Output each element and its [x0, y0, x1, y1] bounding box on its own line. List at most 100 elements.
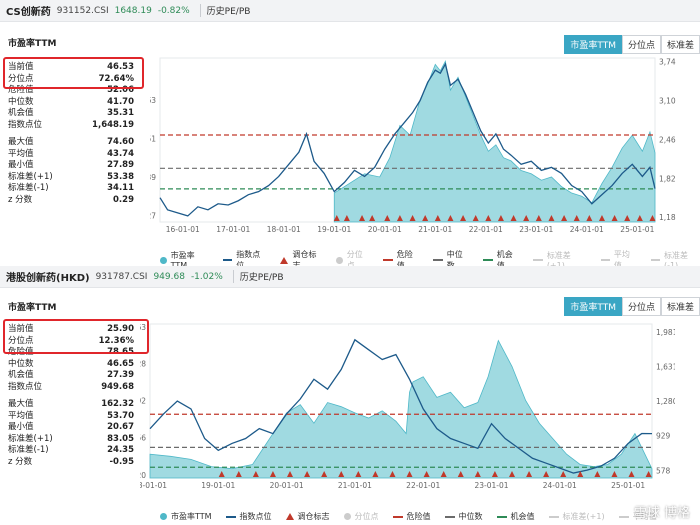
rebalance-marker	[573, 215, 580, 221]
pe-chart: 27 39 51 63 1,18 1,82 2,46 3,10 3,74 16-01-01 17-0…	[150, 57, 676, 234]
stats-panel: 当前值 46.53 分位点 72.64% 危险值 52.06 中位数 41.70 机会值 35.3…	[8, 62, 134, 206]
tab-percentile[interactable]: 分位点	[621, 297, 661, 316]
tab-std-dev[interactable]: 标准差	[660, 35, 700, 54]
rebalance-marker	[548, 215, 555, 221]
stat-label: 最小值	[8, 422, 34, 432]
legend-item[interactable]: 危险值	[383, 249, 419, 271]
stat-label: 标准差(-1)	[8, 445, 49, 455]
legend-label: 平均值	[632, 512, 657, 521]
x-tick: 19-01-01	[201, 481, 235, 490]
rebalance-marker	[586, 215, 593, 221]
dashed-red-icon	[392, 515, 403, 518]
chart-legend: 市盈率TTM 指数点位 调仓标志 分位点 危险值 中位数 机会值 标准差(+1) 平均值 标准差(…	[160, 249, 700, 271]
legend-item[interactable]: 中位数	[433, 249, 469, 271]
legend-label: 市盈率TTM	[171, 512, 212, 521]
tab-std-dev[interactable]: 标准差	[660, 297, 700, 316]
legend-item[interactable]: 标准差(+1)	[533, 250, 586, 270]
y-left-tick: 63	[150, 96, 156, 105]
stat-value: 27.89	[107, 160, 134, 170]
stat-label: 分位点	[8, 73, 34, 84]
stat-row: 指数点位 949.68	[8, 382, 134, 394]
legend-item[interactable]: 调仓标志	[285, 511, 330, 522]
stat-value: -0.95	[109, 456, 135, 467]
line-icon	[222, 259, 233, 261]
legend-label: 分位点	[346, 250, 363, 270]
y-right-tick: 1,18	[659, 213, 676, 222]
legend-label: 标准差(+1)	[546, 251, 571, 270]
stat-row: z 分数 -0.95	[8, 457, 134, 469]
legend-item[interactable]: 危险值	[392, 511, 431, 522]
legend-item[interactable]: 机会值	[496, 511, 535, 522]
stat-label: 标准差(-1)	[8, 183, 49, 193]
legend-item[interactable]: 调仓标志	[280, 249, 322, 271]
index-name[interactable]: CS创新药	[6, 7, 51, 18]
y-right-tick: 1,631	[656, 362, 675, 371]
rebalance-marker	[422, 215, 429, 221]
rebalance-marker	[611, 471, 618, 477]
stat-row: 平均值 43.74	[8, 149, 134, 161]
y-right-tick: 1,82	[659, 174, 676, 183]
rebalance-marker	[396, 215, 403, 221]
legend-item[interactable]: 分位点	[336, 249, 369, 271]
stat-value: 25.90	[107, 324, 134, 334]
rebalance-marker	[628, 471, 635, 477]
tab-history-pe-pb[interactable]: 历史PE/PB	[199, 4, 250, 17]
tab-pe-ttm[interactable]: 市盈率TTM	[564, 35, 622, 54]
legend-item[interactable]: 平均值	[600, 249, 637, 271]
legend-item[interactable]: 平均值	[618, 511, 657, 522]
dashed-gray-icon	[433, 259, 443, 261]
legend-item[interactable]: 机会值	[483, 249, 519, 271]
dot-icon	[336, 256, 343, 264]
dashed-gray-icon	[650, 259, 660, 261]
legend-item[interactable]: 标准差(+1)	[548, 511, 605, 522]
tab-history-pe-pb[interactable]: 历史PE/PB	[232, 270, 284, 283]
rebalance-marker	[636, 215, 643, 221]
dashed-gray-icon	[548, 515, 559, 518]
stat-label: 标准差(+1)	[8, 171, 53, 182]
stat-value: 43.74	[107, 148, 134, 159]
stats-panel: 当前值 25.90 分位点 12.36% 危险值 78.65 中位数 46.65 机会值 27.3…	[8, 324, 134, 468]
stat-row: 当前值 25.90	[8, 324, 134, 336]
stat-label: 机会值	[8, 370, 34, 380]
x-tick: 23-01-01	[519, 225, 553, 234]
rebalance-marker	[535, 215, 542, 221]
highlight-box	[3, 57, 144, 89]
tab-pe-ttm[interactable]: 市盈率TTM	[564, 297, 622, 316]
stat-label: 当前值	[8, 62, 34, 72]
rebalance-marker	[624, 215, 631, 221]
legend-item[interactable]: 市盈率TTM	[160, 511, 212, 522]
tab-percentile[interactable]: 分位点	[621, 35, 661, 54]
rebalance-marker	[460, 215, 467, 221]
line-icon	[225, 515, 236, 518]
stat-value: 46.65	[107, 358, 134, 369]
dashed-gray-icon	[600, 259, 610, 261]
legend-label: 中位数	[446, 250, 463, 270]
chart-legend: 市盈率TTM 指数点位 调仓标志 分位点 危险值 中位数 机会值 标准差(+1) 平均值	[160, 511, 657, 522]
dot-icon	[160, 256, 167, 264]
stat-value: 41.70	[107, 96, 134, 107]
legend-item[interactable]: 标准差(-1)	[650, 250, 700, 270]
legend-item[interactable]: 市盈率TTM	[160, 250, 209, 270]
dashed-gray-icon	[444, 515, 455, 518]
rebalance-marker	[218, 471, 225, 477]
legend-item[interactable]: 指数点位	[222, 249, 267, 271]
rebalance-marker	[434, 215, 441, 221]
stat-value: 74.60	[107, 137, 134, 147]
x-tick: 18-01-01	[140, 481, 167, 490]
rebalance-marker	[497, 215, 504, 221]
rebalance-marker	[423, 471, 430, 477]
stat-label: 当前值	[8, 324, 34, 334]
stat-value: 24.35	[107, 445, 134, 455]
panel-cs-innovative-drug: CS创新药 931152.CSI 1648.19 -0.82% 历史PE/PB …	[0, 0, 700, 270]
legend-item[interactable]: 分位点	[343, 511, 379, 522]
stat-row: 中位数 41.70	[8, 97, 134, 109]
index-name[interactable]: 港股创新药(HKD)	[6, 273, 90, 284]
stat-label: 最大值	[8, 137, 34, 147]
legend-item[interactable]: 中位数	[444, 511, 483, 522]
rebalance-marker	[594, 471, 601, 477]
legend-label: 机会值	[510, 512, 535, 521]
y-right-tick: 929	[656, 432, 671, 441]
legend-item[interactable]: 指数点位	[225, 511, 272, 522]
rebalance-marker	[304, 471, 311, 477]
rebalance-marker	[406, 471, 413, 477]
